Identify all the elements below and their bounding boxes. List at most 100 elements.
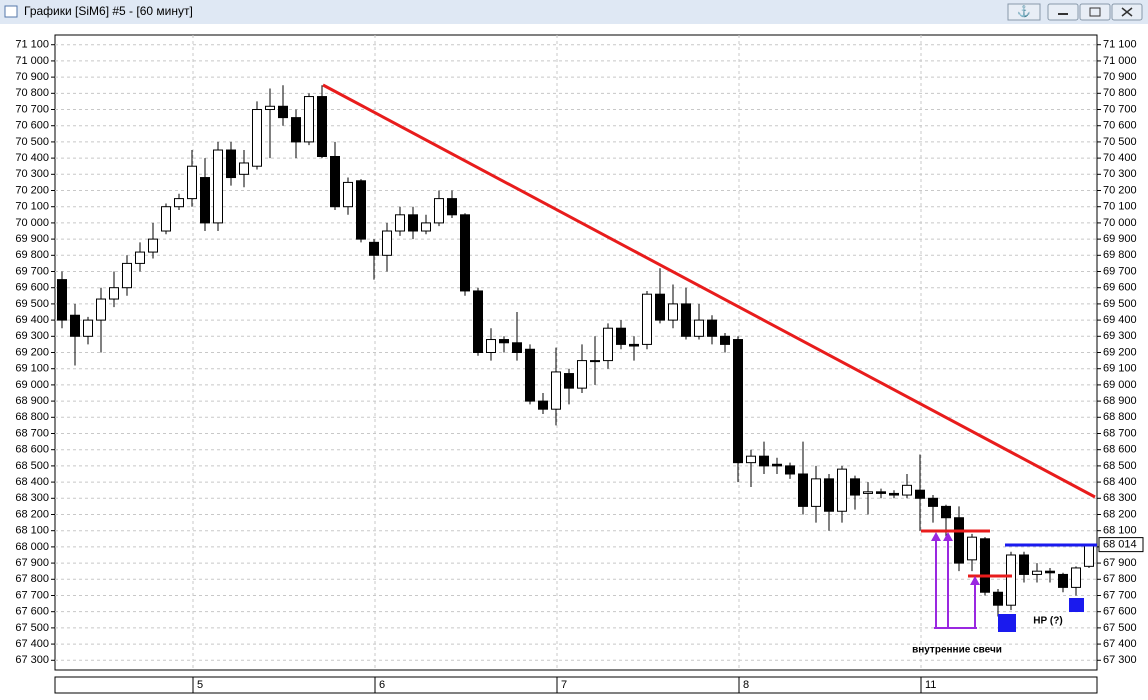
y-tick-label: 70 500 bbox=[15, 136, 49, 148]
candle-body bbox=[746, 455, 756, 464]
candle-body bbox=[577, 360, 587, 389]
y-tick-label: 68 700 bbox=[15, 427, 49, 439]
candle-body bbox=[1045, 570, 1055, 574]
candle-body bbox=[1058, 573, 1068, 588]
candle-body bbox=[96, 298, 106, 321]
y-tick-label: 68 500 bbox=[1103, 460, 1137, 472]
candle-body bbox=[70, 314, 80, 337]
last-price-box bbox=[1098, 537, 1144, 553]
y-tick-label: 67 900 bbox=[1103, 557, 1137, 569]
anchor-icon: ⚓ bbox=[1017, 5, 1031, 18]
candle-body bbox=[525, 348, 535, 402]
x-tick-label: 11 bbox=[925, 679, 936, 691]
y-tick-label: 68 800 bbox=[15, 411, 49, 423]
y-tick-label: 68 100 bbox=[1103, 525, 1137, 537]
y-tick-label: 67 700 bbox=[1103, 589, 1137, 601]
y-tick-label: 68 900 bbox=[1103, 395, 1137, 407]
y-tick-label: 68 700 bbox=[1103, 427, 1137, 439]
candle-body bbox=[512, 342, 522, 353]
candle-body bbox=[850, 478, 860, 496]
y-tick-label: 70 500 bbox=[1103, 136, 1137, 148]
candle-body bbox=[694, 319, 704, 337]
y-tick-label: 70 600 bbox=[15, 120, 49, 132]
candle-body bbox=[590, 360, 600, 363]
candle-body bbox=[1071, 567, 1081, 588]
candle-body bbox=[1032, 570, 1042, 575]
y-tick-label: 67 400 bbox=[15, 638, 49, 650]
y-tick-label: 67 700 bbox=[15, 589, 49, 601]
y-tick-label: 69 400 bbox=[15, 314, 49, 326]
y-tick-label: 67 500 bbox=[15, 622, 49, 634]
candle-body bbox=[564, 373, 574, 389]
y-tick-label: 67 400 bbox=[1103, 638, 1137, 650]
candles: 68 014 bbox=[57, 85, 1144, 617]
y-tick-label: 70 300 bbox=[1103, 168, 1137, 180]
y-tick-label: 68 300 bbox=[1103, 492, 1137, 504]
y-tick-label: 69 900 bbox=[15, 233, 49, 245]
x-axis-band bbox=[54, 676, 1098, 694]
candle-body bbox=[629, 343, 639, 347]
candle-body bbox=[382, 230, 392, 256]
candle-body bbox=[941, 505, 951, 519]
candle-body bbox=[486, 339, 496, 353]
y-tick-label: 69 600 bbox=[1103, 282, 1137, 294]
y-tick-label: 67 500 bbox=[1103, 622, 1137, 634]
minimize-button[interactable] bbox=[1047, 3, 1079, 21]
y-tick-label: 70 900 bbox=[15, 71, 49, 83]
candle-body bbox=[122, 262, 132, 289]
y-tick-label: 67 800 bbox=[15, 573, 49, 585]
y-tick-label: 70 700 bbox=[1103, 103, 1137, 115]
y-tick-label: 70 300 bbox=[15, 168, 49, 180]
candle-body bbox=[798, 473, 808, 507]
candle-body bbox=[772, 463, 782, 467]
y-tick-label: 71 000 bbox=[15, 55, 49, 67]
candle-body bbox=[1019, 554, 1029, 575]
candle-body bbox=[863, 491, 873, 494]
marker-square bbox=[1069, 598, 1084, 612]
y-tick-label: 67 800 bbox=[1103, 573, 1137, 585]
y-tick-label: 68 400 bbox=[1103, 476, 1137, 488]
x-tick-label: 8 bbox=[743, 679, 749, 691]
y-tick-label: 69 200 bbox=[1103, 346, 1137, 358]
candle-body bbox=[1006, 554, 1016, 606]
candle-body bbox=[408, 214, 418, 232]
candle-body bbox=[265, 105, 275, 111]
x-tick-label: 7 bbox=[561, 679, 567, 691]
candle-body bbox=[655, 293, 665, 321]
candle-body bbox=[343, 181, 353, 208]
window-icon bbox=[4, 5, 18, 18]
window-title: Графики [SiM6] #5 - [60 минут] bbox=[24, 4, 193, 18]
candle-body bbox=[460, 214, 470, 292]
candle-body bbox=[642, 293, 652, 345]
y-tick-label: 70 800 bbox=[1103, 87, 1137, 99]
anchor-button[interactable] bbox=[1007, 3, 1041, 21]
candle-body bbox=[57, 279, 67, 321]
candle-body bbox=[330, 155, 340, 208]
y-tick-label: 70 000 bbox=[15, 217, 49, 229]
y-tick-label: 70 100 bbox=[15, 201, 49, 213]
candle-body bbox=[356, 180, 366, 240]
y-tick-label: 70 800 bbox=[15, 87, 49, 99]
y-tick-label: 68 200 bbox=[15, 508, 49, 520]
candle-body bbox=[915, 489, 925, 499]
y-tick-label: 70 700 bbox=[15, 103, 49, 115]
y-tick-label: 69 000 bbox=[15, 379, 49, 391]
candle-body bbox=[785, 465, 795, 475]
candle-body bbox=[720, 335, 730, 345]
y-tick-label: 68 000 bbox=[15, 541, 49, 553]
y-tick-label: 69 700 bbox=[15, 265, 49, 277]
y-tick-label: 67 300 bbox=[15, 654, 49, 666]
maximize-button[interactable] bbox=[1079, 3, 1111, 21]
candle-body bbox=[1084, 544, 1094, 567]
y-tick-label: 69 800 bbox=[1103, 249, 1137, 261]
candle-body bbox=[83, 319, 93, 337]
maximize-glyph bbox=[1089, 7, 1101, 17]
candle-body bbox=[278, 105, 288, 119]
candle-body bbox=[226, 149, 236, 179]
candle-body bbox=[447, 198, 457, 216]
y-tick-label: 68 500 bbox=[15, 460, 49, 472]
y-tick-label: 70 100 bbox=[1103, 201, 1137, 213]
y-tick-label: 70 600 bbox=[1103, 120, 1137, 132]
